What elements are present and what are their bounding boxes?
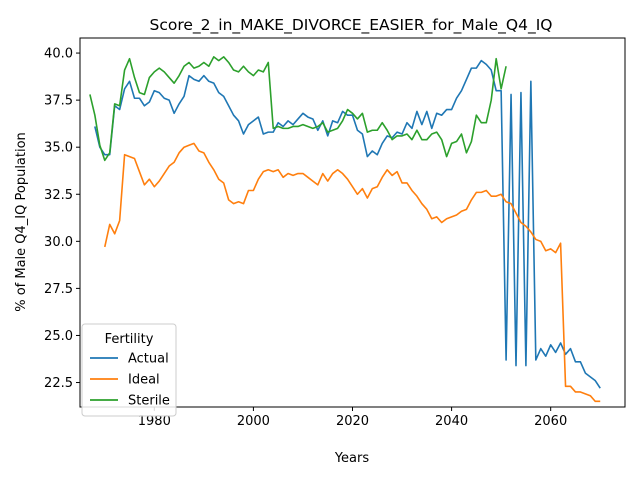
x-tick-label: 1980 — [138, 414, 171, 429]
y-axis: 22.5 25.0 27.5 30.0 32.5 35.0 37.5 40.0 — [44, 47, 80, 391]
x-axis-label: Years — [334, 451, 370, 466]
y-tick-label: 25.0 — [44, 329, 73, 344]
series-line-sterile — [89, 56, 507, 162]
y-axis-label: % of Male Q4_IQ Population — [14, 132, 29, 312]
y-tick-label: 22.5 — [44, 376, 73, 391]
legend-label-sterile: Sterile — [128, 394, 170, 409]
y-tick-label: 32.5 — [44, 188, 73, 203]
series-line-actual — [94, 59, 601, 389]
legend-label-ideal: Ideal — [128, 373, 160, 388]
legend: Fertility Actual Ideal Sterile — [81, 323, 177, 417]
x-tick-label: 2060 — [534, 414, 567, 429]
y-tick-label: 35.0 — [44, 141, 73, 156]
legend-title: Fertility — [105, 332, 154, 347]
series-layer — [89, 56, 601, 403]
series-line-ideal — [103, 142, 601, 403]
y-tick-label: 40.0 — [44, 47, 73, 62]
x-tick-label: 2040 — [435, 414, 468, 429]
legend-label-actual: Actual — [128, 352, 169, 367]
chart-title: Score_2_in_MAKE_DIVORCE_EASIER_for_Male_… — [150, 16, 553, 35]
x-axis: 1980 2000 2020 2040 2060 — [138, 407, 567, 429]
y-tick-label: 37.5 — [44, 94, 73, 109]
x-tick-label: 2020 — [336, 414, 369, 429]
x-tick-label: 2000 — [237, 414, 270, 429]
y-tick-label: 27.5 — [44, 282, 73, 297]
y-tick-label: 30.0 — [44, 235, 73, 250]
legend-box — [81, 323, 177, 417]
